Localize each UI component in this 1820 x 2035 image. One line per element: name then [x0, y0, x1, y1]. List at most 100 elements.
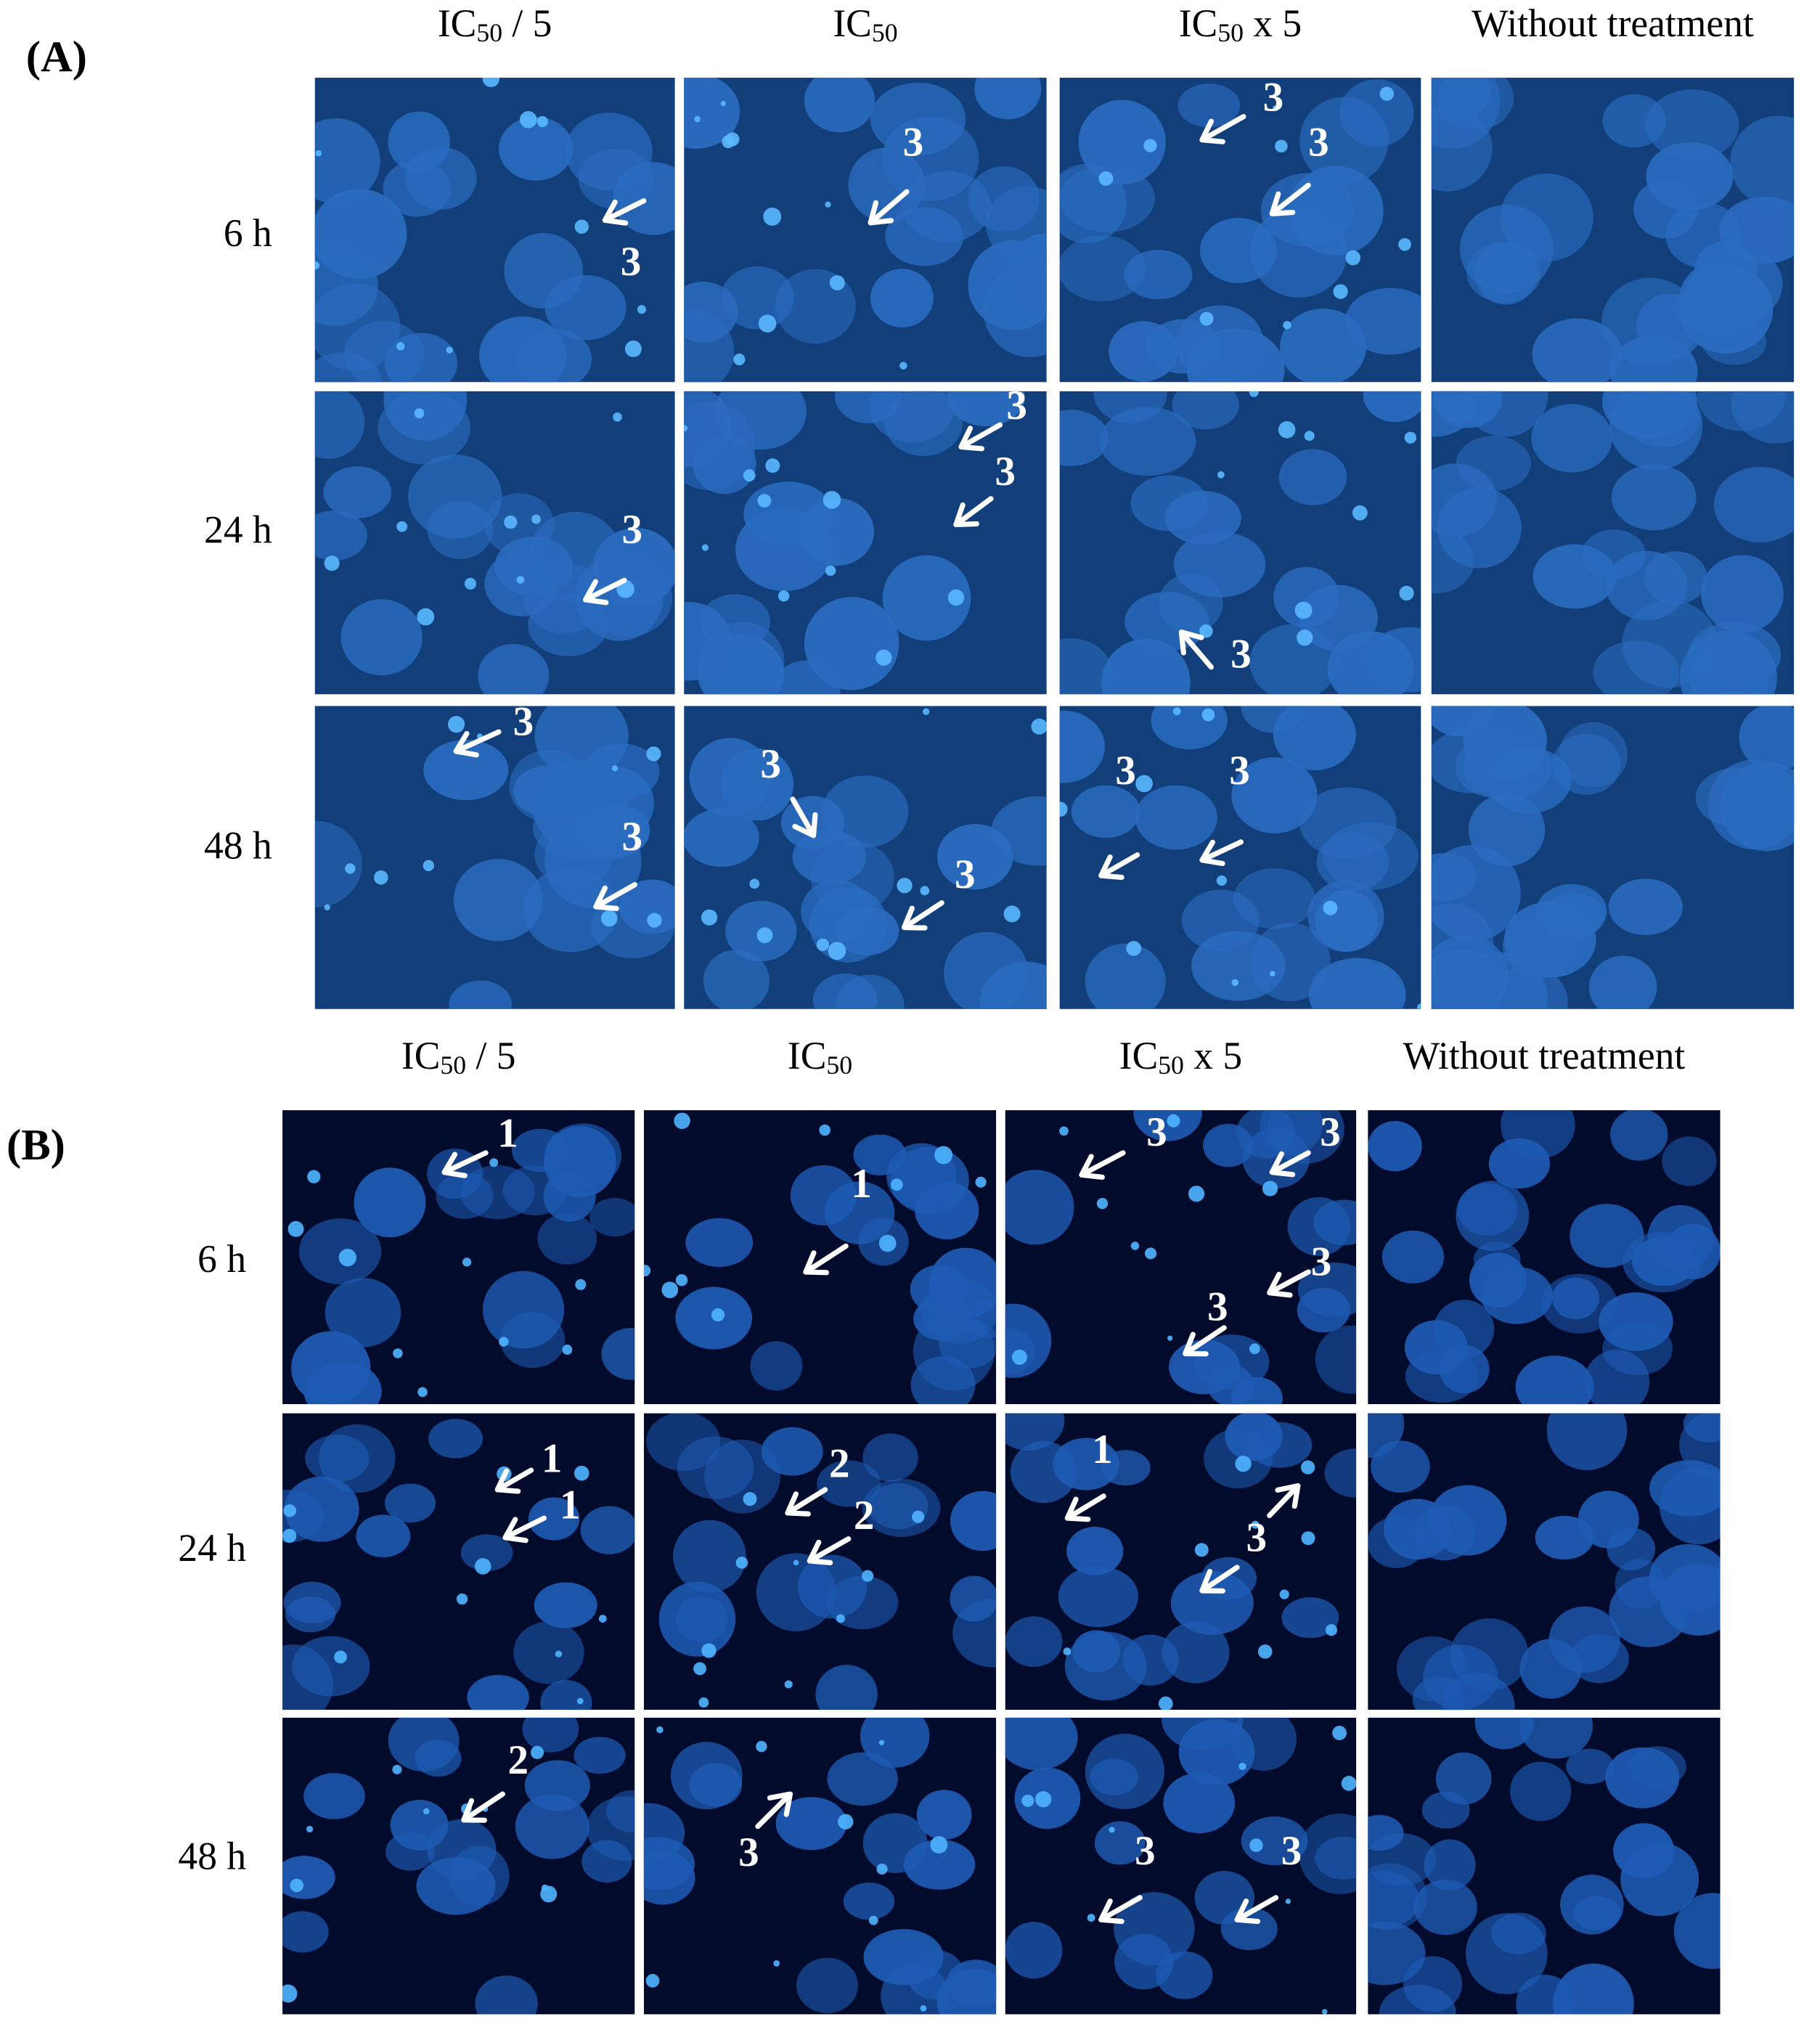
apoptotic-body — [756, 927, 773, 944]
annotation-label: 3 — [1263, 74, 1284, 120]
apoptotic-body — [693, 1662, 706, 1676]
apoptotic-body — [1325, 1624, 1337, 1636]
cell-nucleus — [1644, 551, 1708, 605]
header-subscript: 50 — [826, 1051, 852, 1080]
apoptotic-body — [1417, 1003, 1421, 1009]
header-text: / 5 — [466, 1034, 515, 1077]
cell-nucleus — [427, 500, 493, 559]
cell-nucleus — [1273, 566, 1340, 628]
apoptotic-body — [1021, 1794, 1035, 1807]
apoptotic-body — [1158, 1696, 1173, 1710]
apoptotic-body — [816, 938, 829, 951]
apoptotic-body — [1398, 237, 1411, 251]
arrow — [953, 496, 994, 528]
cell-nucleus — [947, 391, 1025, 427]
micrograph — [314, 706, 675, 1009]
cell-nucleus — [1175, 305, 1264, 381]
cell-nucleus — [1584, 1349, 1650, 1405]
apoptotic-body — [899, 362, 907, 370]
cell-nucleus — [292, 1636, 370, 1697]
micrograph — [1368, 1110, 1721, 1405]
cell-nucleus — [684, 808, 759, 867]
panel-label: (B) — [7, 1121, 65, 1170]
apoptotic-body — [756, 1740, 767, 1753]
cell-nucleus — [1322, 822, 1419, 890]
cell-nucleus — [1368, 1413, 1405, 1459]
arrow — [1199, 1565, 1240, 1594]
cell-nucleus — [684, 78, 740, 149]
cell-nucleus — [483, 493, 555, 556]
column-header: IC50 / 5 — [438, 1, 552, 47]
apoptotic-body — [306, 1825, 314, 1832]
cell-nucleus — [467, 1675, 529, 1710]
apoptotic-body — [684, 425, 688, 432]
column-header: IC50 x 5 — [1179, 1, 1302, 47]
cell-nucleus — [1066, 1526, 1124, 1575]
apoptotic-body — [1323, 900, 1338, 915]
apoptotic-body — [417, 608, 435, 626]
cell-nucleus — [453, 859, 543, 942]
annotation-label: 3 — [738, 1830, 759, 1875]
apoptotic-body — [838, 1814, 854, 1830]
cell-nucleus — [1344, 287, 1421, 355]
cell-nucleus — [1695, 767, 1779, 828]
apoptotic-body — [1249, 1838, 1263, 1852]
cell-nucleus — [809, 886, 888, 963]
cell-nucleus — [968, 240, 1047, 330]
header-text: IC — [1179, 1, 1218, 45]
cell-nucleus — [1488, 966, 1568, 1009]
annotation-label: 1 — [542, 1435, 563, 1481]
arrow — [1267, 1269, 1311, 1298]
cell-nucleus — [1649, 1543, 1721, 1613]
cell-nucleus — [534, 706, 629, 779]
cell-nucleus — [689, 1763, 743, 1807]
cell-nucleus — [1622, 600, 1718, 688]
cell-nucleus — [1005, 1717, 1078, 1771]
cell-nucleus — [1649, 1460, 1721, 1517]
micrograph — [314, 78, 675, 383]
apoptotic-body — [290, 1878, 304, 1893]
arrow — [1199, 839, 1244, 866]
apoptotic-body — [675, 1274, 688, 1286]
cell-nucleus — [658, 1581, 736, 1657]
apoptotic-body — [1130, 1241, 1140, 1250]
apoptotic-body — [876, 649, 892, 666]
apoptotic-body — [504, 515, 518, 529]
apoptotic-body — [829, 275, 845, 291]
header-text: IC — [833, 1, 872, 45]
cell-nucleus — [513, 765, 579, 817]
cell-nucleus — [1315, 1836, 1357, 1880]
apoptotic-body — [519, 111, 537, 129]
apoptotic-body — [462, 1257, 472, 1267]
row-label: 24 h — [178, 1526, 246, 1570]
cell-nucleus — [1173, 531, 1266, 598]
cell-nucleus — [1339, 79, 1414, 147]
apoptotic-body — [282, 1528, 297, 1543]
apoptotic-body — [661, 1281, 679, 1299]
cell-nucleus — [340, 599, 423, 676]
apoptotic-body — [393, 1348, 403, 1358]
apoptotic-body — [763, 207, 782, 226]
cell-nucleus — [499, 116, 574, 181]
apoptotic-body — [1275, 139, 1288, 153]
cell-nucleus — [1636, 293, 1705, 359]
cell-nucleus — [1135, 785, 1217, 850]
cell-nucleus — [916, 1790, 972, 1840]
apoptotic-body — [920, 886, 930, 896]
cell-nucleus — [827, 1752, 898, 1806]
column-header: Without treatment — [1472, 1, 1754, 45]
apoptotic-body — [1235, 1456, 1252, 1472]
column-header: IC50 x 5 — [1119, 1034, 1242, 1080]
cell-nucleus — [1170, 1571, 1254, 1635]
micrograph-background — [684, 78, 1047, 383]
cell-nucleus — [1231, 1717, 1297, 1771]
annotation-label: 3 — [1281, 1828, 1302, 1874]
arrow — [502, 1515, 547, 1543]
cell-nucleus — [575, 553, 664, 641]
apoptotic-body — [1109, 1827, 1115, 1833]
cell-nucleus — [903, 1839, 976, 1890]
cell-nucleus — [388, 1717, 460, 1772]
apoptotic-body — [1143, 139, 1157, 152]
apoptotic-body — [793, 1559, 799, 1566]
cell-nucleus — [1403, 1956, 1463, 2012]
